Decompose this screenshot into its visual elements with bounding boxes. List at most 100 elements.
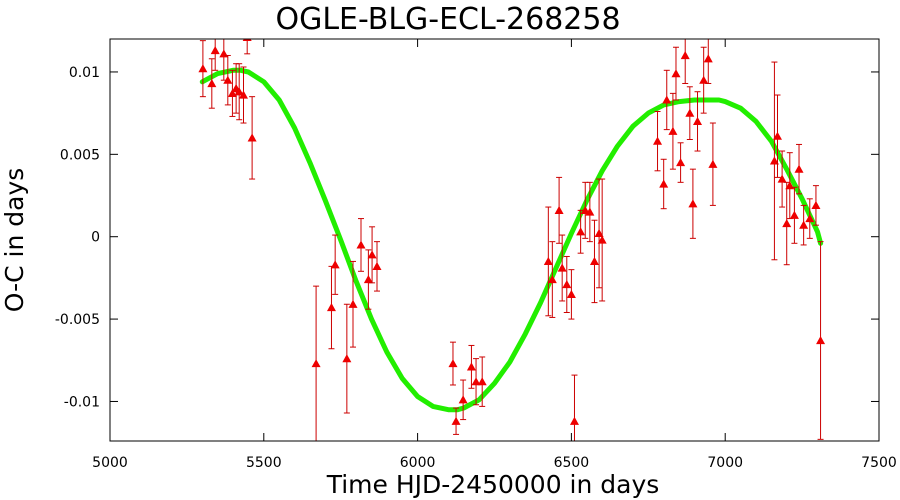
data-point: [363, 249, 373, 310]
triangle-marker: [207, 78, 217, 88]
data-points-layer: [198, 39, 826, 441]
data-point: [680, 39, 690, 84]
y-tick-label: -0.005: [55, 312, 100, 328]
triangle-marker: [547, 275, 557, 284]
data-point: [693, 91, 703, 152]
triangle-marker: [554, 205, 564, 214]
data-point: [772, 94, 782, 178]
x-axis-label: Time HJD-2450000 in days: [326, 470, 660, 499]
triangle-marker: [653, 136, 663, 145]
triangle-marker: [557, 263, 567, 272]
triangle-marker: [543, 256, 553, 266]
y-tick-label: 0.005: [60, 147, 100, 163]
data-point: [238, 66, 248, 124]
triangle-marker: [367, 250, 377, 259]
data-point: [569, 374, 579, 441]
triangle-marker: [685, 108, 695, 117]
data-point: [342, 303, 352, 414]
data-point: [234, 63, 244, 121]
data-point: [671, 46, 681, 101]
triangle-marker: [789, 210, 799, 219]
triangle-marker: [234, 87, 244, 96]
data-point: [458, 379, 468, 421]
data-point: [466, 344, 476, 389]
triangle-marker: [671, 69, 681, 78]
triangle-marker: [799, 220, 809, 229]
triangle-marker: [223, 75, 233, 84]
triangle-marker: [566, 289, 576, 298]
data-point: [794, 143, 804, 195]
data-point: [223, 54, 233, 106]
triangle-marker: [348, 299, 358, 308]
x-tick-label: 6500: [554, 455, 590, 471]
triangle-marker: [372, 261, 382, 270]
triangle-marker: [247, 133, 257, 142]
triangle-marker: [451, 416, 461, 425]
data-point: [562, 255, 572, 313]
data-point: [547, 241, 557, 318]
triangle-marker: [688, 199, 698, 208]
triangle-marker: [448, 359, 458, 368]
y-axis-label: O-C in days: [0, 168, 29, 313]
triangle-marker: [477, 377, 487, 386]
data-point: [688, 168, 698, 239]
triangle-marker: [597, 235, 607, 244]
y-axis-ticks: 0.01 0.005 0 -0.005 -0.01: [55, 65, 879, 410]
triangle-marker: [668, 126, 678, 135]
triangle-marker: [471, 377, 481, 386]
triangle-marker: [699, 75, 709, 84]
data-point: [330, 234, 340, 295]
data-point: [471, 358, 481, 406]
triangle-marker: [708, 159, 718, 168]
triangle-marker: [219, 49, 229, 58]
data-point: [247, 96, 257, 180]
triangle-marker: [782, 219, 792, 228]
triangle-marker: [589, 256, 599, 266]
data-point: [811, 185, 821, 226]
data-point: [777, 150, 787, 208]
data-point: [659, 158, 669, 210]
data-point: [782, 181, 792, 266]
plot-frame: [109, 38, 880, 442]
data-point: [372, 241, 382, 292]
triangle-marker: [805, 214, 815, 223]
data-point: [805, 198, 815, 239]
triangle-marker: [811, 200, 821, 210]
data-point: [699, 46, 709, 114]
triangle-marker: [466, 362, 476, 371]
x-tick-label: 7000: [707, 455, 743, 471]
triangle-marker: [356, 240, 366, 249]
data-point: [348, 260, 358, 348]
triangle-marker: [210, 46, 220, 55]
x-tick-label: 5000: [92, 455, 128, 471]
data-point: [543, 206, 553, 317]
fit-curve-layer: [199, 67, 824, 413]
data-point: [367, 226, 377, 284]
data-point: [816, 241, 826, 440]
data-point: [554, 176, 564, 244]
triangle-marker: [703, 54, 713, 63]
x-tick-label: 6000: [400, 455, 436, 471]
data-point: [653, 110, 663, 172]
x-tick-label: 7500: [861, 455, 897, 471]
fit-curve: [199, 67, 824, 413]
data-point: [311, 285, 321, 441]
data-point: [799, 204, 809, 246]
data-point: [451, 407, 461, 435]
triangle-marker: [816, 336, 826, 345]
triangle-marker: [585, 207, 595, 216]
data-point: [789, 186, 799, 244]
triangle-marker: [198, 64, 208, 73]
data-point: [566, 269, 576, 320]
data-point: [576, 209, 586, 254]
data-point: [769, 61, 779, 261]
data-point: [703, 39, 713, 84]
triangle-marker: [342, 354, 352, 363]
triangle-marker: [569, 416, 579, 425]
y-tick-label: -0.01: [64, 394, 100, 410]
x-tick-label: 5500: [246, 455, 282, 471]
data-point: [242, 39, 252, 55]
data-point: [448, 341, 458, 386]
data-point: [685, 86, 695, 140]
